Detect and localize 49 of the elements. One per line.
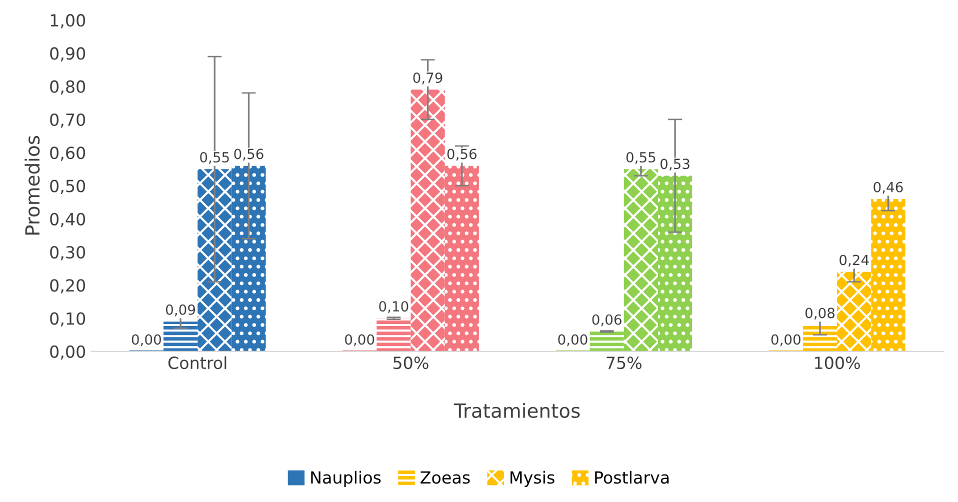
legend-label: Zoeas	[420, 471, 470, 484]
y-tick-label: 1,00	[50, 14, 86, 28]
data-label: 0,24	[840, 254, 869, 267]
y-tick-label: 0,10	[50, 312, 86, 327]
data-label: 0,06	[592, 314, 622, 326]
y-tick-label: 0,90	[50, 47, 86, 62]
y-tick-label: 0,70	[50, 113, 86, 128]
bar	[163, 322, 198, 352]
data-label: 0,00	[132, 334, 161, 346]
x-tick-label: 50%	[394, 356, 428, 370]
bar	[624, 169, 658, 352]
bar	[376, 318, 411, 352]
data-label: 0,09	[166, 304, 196, 316]
bar	[802, 324, 838, 352]
data-label: 0,00	[771, 334, 800, 346]
y-tick-label: 0,50	[50, 180, 86, 194]
data-label: 0,56	[447, 148, 476, 161]
data-label: 0,55	[200, 152, 229, 164]
legend-label: Postlarva	[595, 470, 669, 484]
data-label: 0,79	[413, 72, 442, 84]
x-tick-label: 75%	[606, 356, 642, 370]
legend-label: Nauplios	[311, 470, 381, 487]
x-axis-title: Tratamientos	[454, 402, 580, 418]
x-tick-label: 100%	[815, 356, 860, 370]
bar	[444, 166, 479, 352]
data-label: 0,08	[805, 308, 835, 320]
bar	[410, 90, 445, 352]
y-tick-label: 0,60	[50, 146, 86, 161]
data-label: 0,55	[626, 152, 656, 164]
bar	[590, 332, 624, 352]
bar	[232, 166, 266, 352]
y-tick-label: 0,40	[50, 212, 86, 228]
bar	[658, 176, 692, 352]
bar	[871, 198, 906, 352]
data-label: 0,56	[234, 148, 264, 161]
y-tick-label: 0,20	[50, 279, 86, 294]
y-tick-label: 0,80	[50, 80, 86, 95]
data-label: 0,00	[558, 334, 588, 346]
data-label: 0,10	[379, 301, 408, 314]
x-tick-label: Control	[168, 356, 226, 370]
bar	[198, 169, 232, 352]
data-label: 0,46	[874, 182, 903, 194]
bar	[837, 272, 872, 352]
y-tick-label: 0,00	[50, 345, 86, 360]
legend-label: Mysis	[510, 470, 554, 487]
data-label: 0,53	[660, 158, 690, 171]
y-tick-label: 0,30	[50, 246, 86, 260]
data-label: 0,00	[345, 334, 374, 346]
y-axis-title: Promedios	[24, 136, 40, 235]
